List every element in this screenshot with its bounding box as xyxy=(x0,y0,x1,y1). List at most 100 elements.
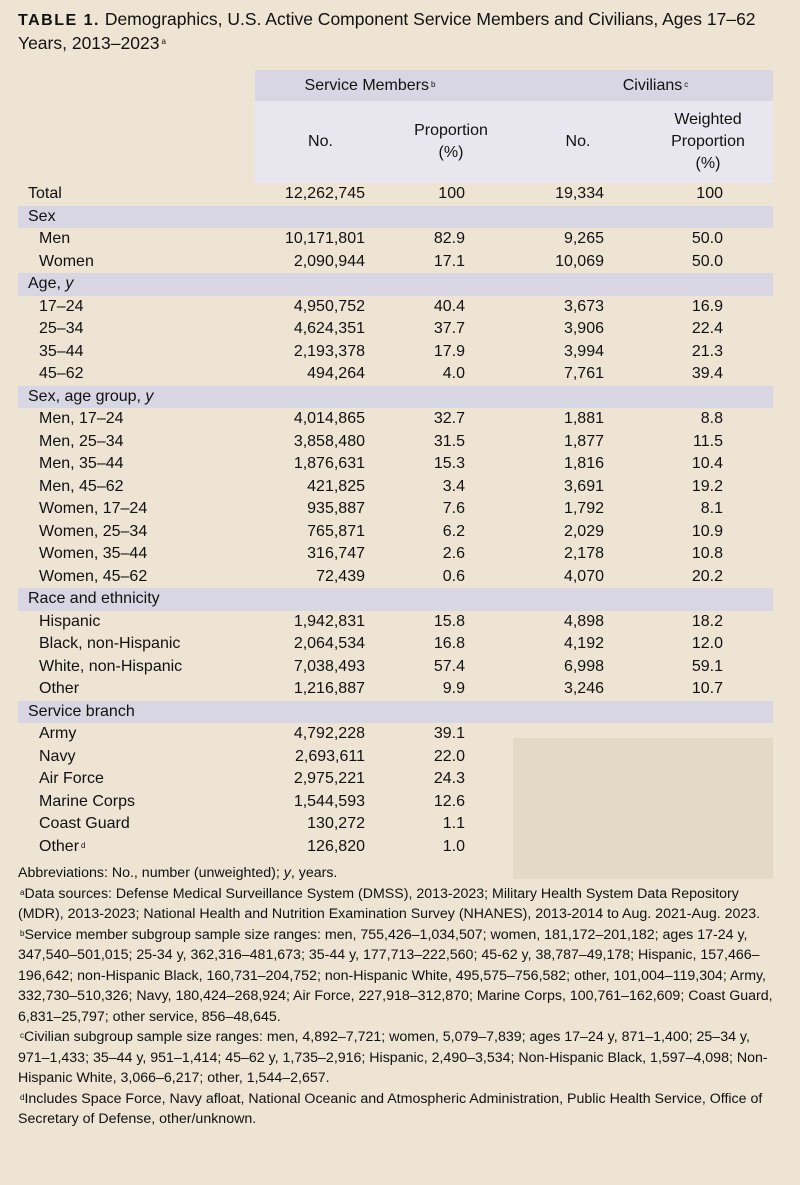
sm-no-cell: 4,014,865 xyxy=(293,410,365,427)
table-row: Coast Guard 130,272 1.1 xyxy=(18,813,773,836)
civilians-header: Civilians c xyxy=(622,77,689,94)
sm-no-cell: 4,792,228 xyxy=(293,725,365,742)
civ-pct-cell: 59.1 xyxy=(691,657,723,675)
row-label: Other d xyxy=(39,837,86,855)
table-row: Navy 2,693,611 22.0 xyxy=(18,746,773,769)
sm-proportion-header: Proportion (%) xyxy=(414,122,488,161)
civ-pct-cell: 16.9 xyxy=(691,297,723,315)
footnote-d: dIncludes Space Force, Navy afloat, Nati… xyxy=(18,1090,763,1128)
row-label: Women, 17–24 xyxy=(39,500,148,517)
civ-no-cell: 6,998 xyxy=(563,657,604,675)
civ-no-cell: 9,265 xyxy=(563,230,604,247)
civ-pct-cell: 10.4 xyxy=(691,455,723,472)
sm-no-cell: 12,262,745 xyxy=(284,185,365,202)
sm-pct-cell: 31.5 xyxy=(433,432,465,450)
civ-pct-cell: 11.5 xyxy=(693,432,723,450)
row-label: Hispanic xyxy=(39,612,101,630)
civ-no-cell: 3,691 xyxy=(563,477,604,495)
table-row: 25–34 4,624,351 37.7 3,906 22.4 xyxy=(18,318,773,341)
sm-pct-cell: 24.3 xyxy=(433,770,465,787)
sm-pct-cell: 57.4 xyxy=(433,657,465,675)
total-row: Total 12,262,745 100 19,334 100 xyxy=(18,183,773,206)
table-row: Women, 17–24 935,887 7.6 1,792 8.1 xyxy=(18,498,773,521)
table-row: Black, non-Hispanic 2,064,534 16.8 4,192 12.… xyxy=(18,633,773,656)
table-title: TABLE 1. Demographics, U.S. Active Compo… xyxy=(18,8,788,54)
section-header: Sex, age group, y xyxy=(18,385,773,408)
row-label: Total xyxy=(28,185,62,202)
table-row: Women, 45–62 72,439 0.6 4,070 20.2 xyxy=(18,566,773,589)
sm-no-cell: 4,950,752 xyxy=(293,297,365,315)
table-row: Army 4,792,228 39.1 xyxy=(18,723,773,746)
row-label: Men, 35–44 xyxy=(39,455,124,472)
sm-no-cell: 935,887 xyxy=(307,500,365,517)
header-column-row xyxy=(255,101,773,183)
section-header: Sex xyxy=(18,205,773,228)
sm-pct-cell: 32.7 xyxy=(433,410,465,427)
row-label: Men, 45–62 xyxy=(39,477,124,495)
row-label: Women, 35–44 xyxy=(39,545,148,562)
sm-no-cell: 2,064,534 xyxy=(293,635,365,652)
civ-no-header: No. xyxy=(565,133,591,150)
civ-pct-cell: 8.8 xyxy=(700,410,723,427)
table-row: Men 10,171,801 82.9 9,265 50.0 xyxy=(18,228,773,251)
section-title: Age, y xyxy=(28,275,74,292)
sm-pct-cell: 1.1 xyxy=(442,815,465,832)
civ-no-cell: 19,334 xyxy=(555,185,604,202)
civ-no-cell: 3,906 xyxy=(563,320,604,337)
row-label: Women, 45–62 xyxy=(39,567,148,585)
sm-no-cell: 2,693,611 xyxy=(295,747,365,765)
table-row: Other d 126,820 1.0 xyxy=(18,836,773,859)
civ-pct-cell: 10.7 xyxy=(691,680,723,697)
civ-pct-cell: 100 xyxy=(696,185,723,202)
sm-pct-cell: 7.6 xyxy=(442,500,465,517)
civ-pct-cell: 21.3 xyxy=(691,342,723,360)
civ-no-cell: 1,877 xyxy=(563,432,604,450)
footnote-abbreviations: Abbreviations: No., number (unweighted);… xyxy=(18,865,338,881)
table-row: Other 1,216,887 9.9 3,246 10.7 xyxy=(18,678,773,701)
row-label: Men xyxy=(39,230,71,247)
row-label: Air Force xyxy=(39,770,104,787)
section-header: Age, y xyxy=(18,273,773,296)
table-row: Men, 35–44 1,876,631 15.3 1,816 10.4 xyxy=(18,453,773,476)
sm-no-cell: 130,272 xyxy=(307,815,365,832)
civ-pct-cell: 50.0 xyxy=(691,230,723,247)
civ-weighted-proportion-header: Weighted Proportion (%) xyxy=(671,111,745,172)
footnote-a: aData sources: Defense Medical Surveilla… xyxy=(18,885,761,923)
sm-no-cell: 316,747 xyxy=(307,545,365,562)
table-label: TABLE 1. xyxy=(18,12,100,29)
table-row: Men, 25–34 3,858,480 31.5 1,877 11.5 xyxy=(18,431,773,454)
sm-no-cell: 1,544,593 xyxy=(293,792,365,810)
civ-pct-cell: 19.2 xyxy=(691,477,723,495)
sm-pct-cell: 9.9 xyxy=(442,680,465,697)
footnote-b: bService member subgroup sample size ran… xyxy=(18,926,773,1025)
table-row: Women, 25–34 765,871 6.2 2,029 10.9 xyxy=(18,521,773,544)
row-label: Marine Corps xyxy=(39,792,136,810)
table-row: Women, 35–44 316,747 2.6 2,178 10.8 xyxy=(18,543,773,566)
table-row: 45–62 494,264 4.0 7,761 39.4 xyxy=(18,363,773,386)
civ-no-cell: 3,994 xyxy=(563,342,604,360)
civ-no-cell: 7,761 xyxy=(563,365,604,382)
table-row: Women 2,090,944 17.1 10,069 50.0 xyxy=(18,251,773,274)
sm-pct-cell: 82.9 xyxy=(433,230,465,247)
row-label: Men, 17–24 xyxy=(39,410,124,427)
row-label: Black, non-Hispanic xyxy=(39,635,181,652)
row-label: 17–24 xyxy=(39,297,84,315)
civ-no-cell: 4,898 xyxy=(563,612,604,630)
civ-pct-cell: 10.9 xyxy=(691,522,723,540)
civ-pct-cell: 18.2 xyxy=(691,612,723,630)
sm-no-cell: 2,193,378 xyxy=(293,342,365,360)
table-row: White, non-Hispanic 7,038,493 57.4 6,998 59.… xyxy=(18,656,773,679)
section-title: Race and ethnicity xyxy=(28,590,160,607)
civ-no-cell: 10,069 xyxy=(555,252,604,270)
sm-pct-cell: 22.0 xyxy=(433,747,465,765)
table-body: Total 12,262,745 100 19,334 100 Sex Men 10… xyxy=(18,183,773,858)
civ-no-cell: 2,029 xyxy=(563,522,604,540)
sm-no-cell: 1,942,831 xyxy=(293,612,365,630)
table-row: Hispanic 1,942,831 15.8 4,898 18.2 xyxy=(18,611,773,634)
sm-no-cell: 1,876,631 xyxy=(293,455,365,472)
civ-no-cell: 1,881 xyxy=(563,410,604,427)
sm-pct-cell: 100 xyxy=(438,185,465,202)
civ-pct-cell: 50.0 xyxy=(691,252,723,270)
section-header: Service branch xyxy=(18,700,773,723)
sm-no-cell: 765,871 xyxy=(307,522,365,540)
